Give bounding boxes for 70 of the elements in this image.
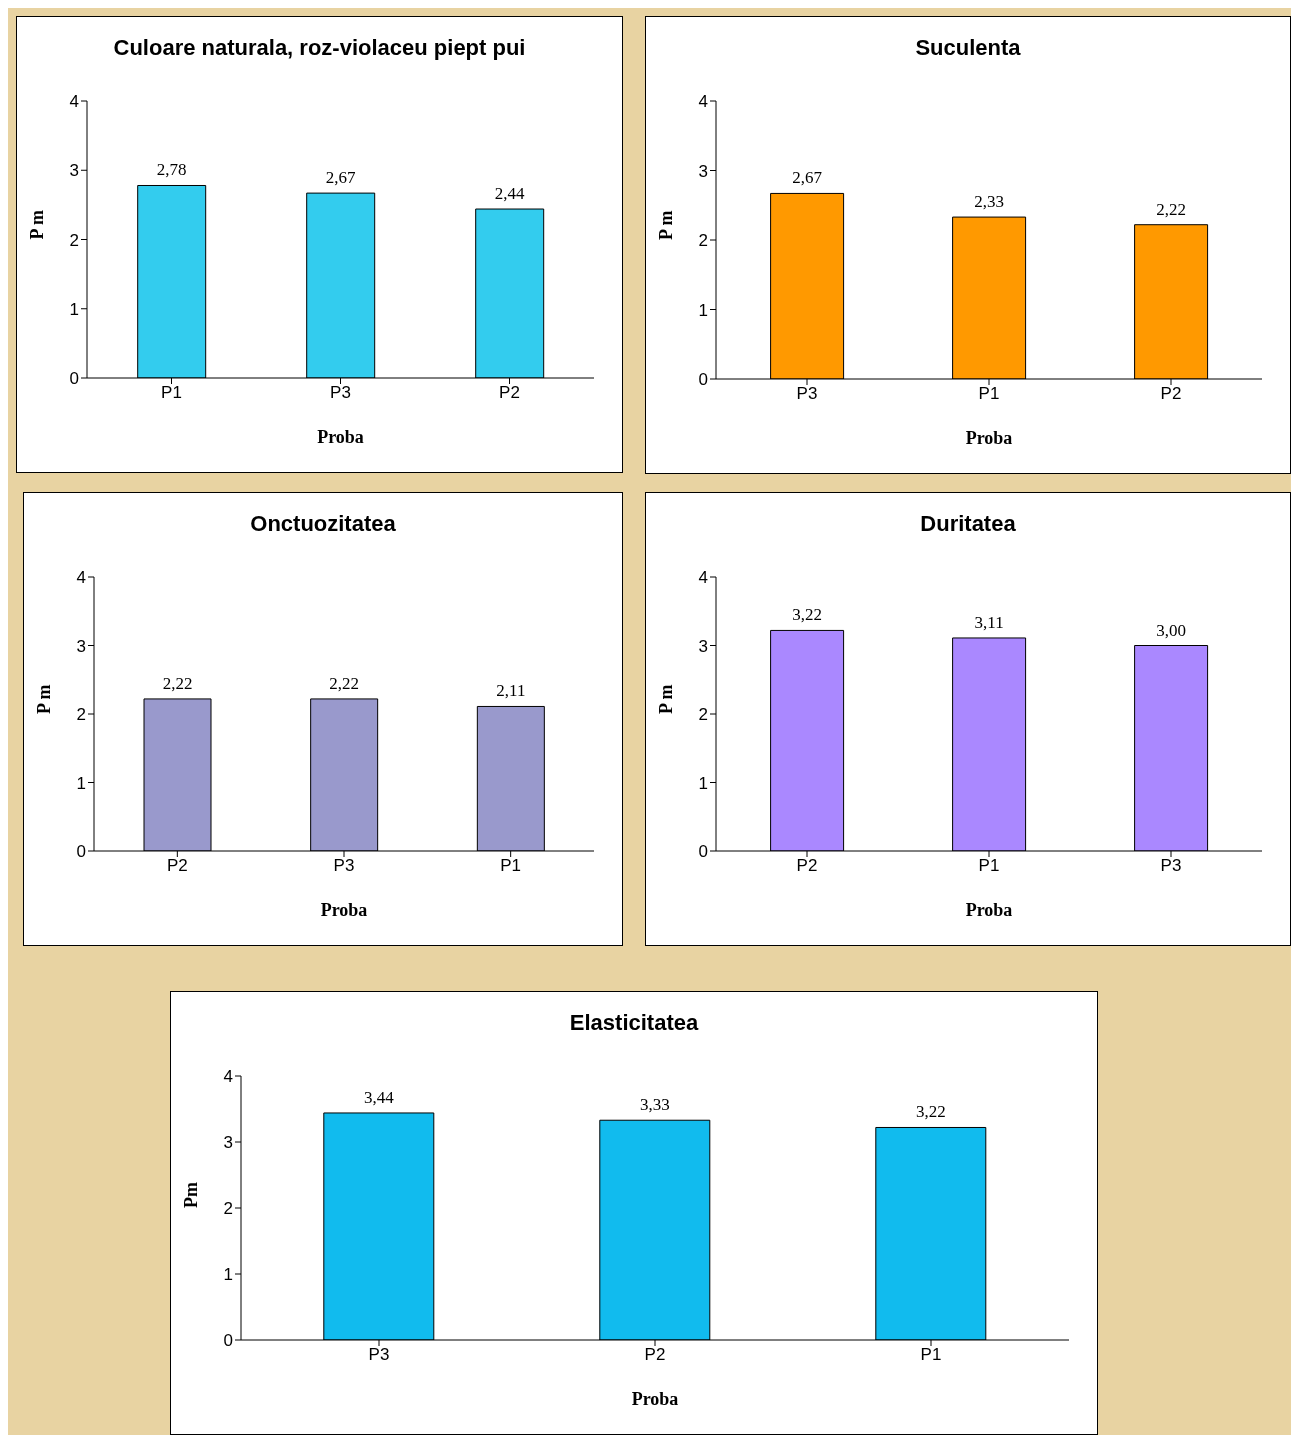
y-tick-label: 0 xyxy=(223,1331,233,1351)
y-tick-label: 3 xyxy=(223,1133,233,1153)
y-tick-label: 2 xyxy=(223,1199,233,1219)
x-tick-label: P1 xyxy=(978,384,1000,404)
y-tick-label: 3 xyxy=(76,636,86,656)
x-tick-label: P2 xyxy=(796,856,818,876)
y-tick-label: 1 xyxy=(698,300,708,320)
data-label: 2,33 xyxy=(974,192,1004,212)
x-tick-label: P1 xyxy=(978,856,1000,876)
y-tick-label: 4 xyxy=(76,568,86,588)
x-axis-title: Proba xyxy=(317,427,364,447)
data-label: 2,78 xyxy=(156,160,187,180)
x-tick-label: P2 xyxy=(1160,384,1182,404)
chart-title: Duritatea xyxy=(919,511,1017,537)
y-tick-label: 1 xyxy=(223,1265,233,1285)
x-tick-label: P1 xyxy=(920,1345,942,1365)
x-tick-label: P3 xyxy=(330,383,351,403)
y-tick-label: 3 xyxy=(698,161,708,181)
y-tick-label: 4 xyxy=(69,92,79,112)
y-axis-title: P m xyxy=(34,684,55,714)
y-tick-label: 1 xyxy=(698,773,708,793)
data-label: 3,33 xyxy=(639,1095,670,1115)
x-axis-title: Proba xyxy=(965,900,1013,920)
data-label: 3,44 xyxy=(363,1087,395,1107)
y-tick-label: 0 xyxy=(76,842,86,862)
y-tick-label: 0 xyxy=(698,842,708,862)
y-axis-title: P m xyxy=(656,210,677,240)
x-tick-label: P3 xyxy=(333,856,355,876)
y-tick-label: 0 xyxy=(69,369,79,389)
y-tick-label: 1 xyxy=(76,773,86,793)
x-tick-label: P2 xyxy=(499,383,520,403)
x-axis-title: Proba xyxy=(631,1389,679,1409)
data-label: 3,22 xyxy=(915,1102,946,1122)
x-tick-label: P1 xyxy=(500,856,522,876)
x-tick-label: P3 xyxy=(368,1345,390,1365)
data-label: 3,11 xyxy=(974,612,1004,632)
y-axis-title: P m xyxy=(27,210,48,240)
data-label: 3,22 xyxy=(792,605,822,625)
data-label: 2,67 xyxy=(325,168,357,188)
data-label: 2,22 xyxy=(329,673,360,693)
y-axis-title: P m xyxy=(656,684,677,714)
y-tick-label: 2 xyxy=(698,231,708,251)
y-tick-label: 0 xyxy=(698,370,708,390)
chart-title: Elasticitatea xyxy=(568,1010,700,1036)
y-tick-label: 1 xyxy=(69,299,79,319)
x-axis-title: Proba xyxy=(965,428,1013,448)
data-label: 2,44 xyxy=(494,184,526,204)
y-tick-label: 3 xyxy=(698,636,708,656)
data-label: 2,22 xyxy=(162,673,193,693)
data-label: 2,11 xyxy=(496,681,526,701)
x-tick-label: P3 xyxy=(1160,856,1182,876)
data-label: 2,22 xyxy=(1156,199,1186,219)
y-tick-label: 3 xyxy=(69,161,79,181)
x-tick-label: P3 xyxy=(796,384,818,404)
chart-title: Onctuozitatea xyxy=(249,511,397,537)
y-axis-title: Pm xyxy=(181,1182,202,1208)
y-tick-label: 4 xyxy=(698,92,708,112)
y-tick-label: 2 xyxy=(76,705,86,725)
chart-title: Suculenta xyxy=(914,35,1022,61)
y-tick-label: 2 xyxy=(698,705,708,725)
data-label: 2,67 xyxy=(792,168,823,188)
x-tick-label: P2 xyxy=(644,1345,666,1365)
y-tick-label: 4 xyxy=(223,1067,233,1087)
data-label: 3,00 xyxy=(1156,620,1186,640)
chart-title: Culoare naturala, roz-violaceu piept pui xyxy=(112,35,527,61)
x-tick-label: P1 xyxy=(161,383,182,403)
y-tick-label: 4 xyxy=(698,568,708,588)
x-tick-label: P2 xyxy=(166,856,188,876)
y-tick-label: 2 xyxy=(69,230,79,250)
x-axis-title: Proba xyxy=(320,900,368,920)
